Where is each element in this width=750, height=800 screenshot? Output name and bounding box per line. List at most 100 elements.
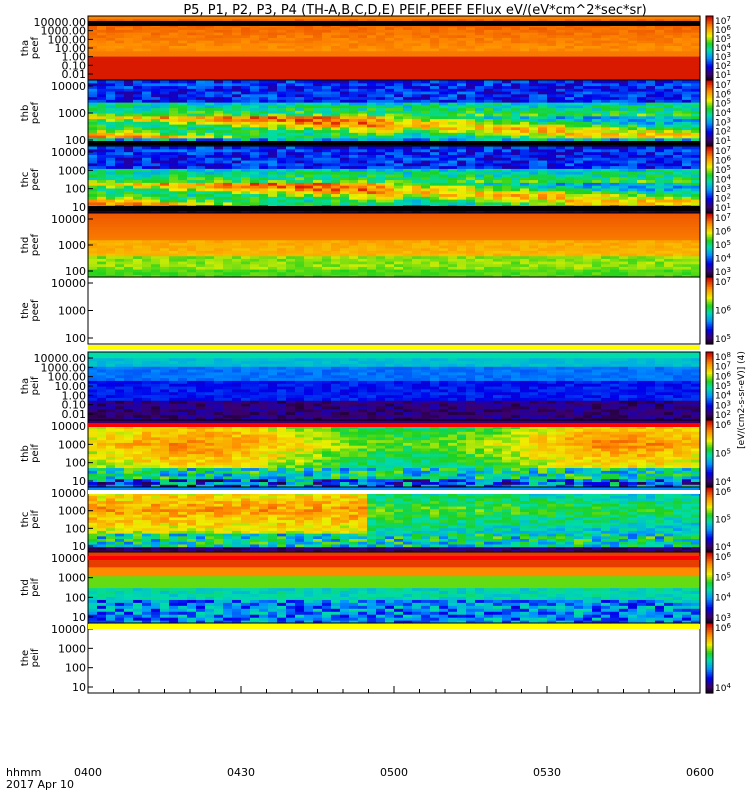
heatmap-cell — [412, 129, 422, 133]
heatmap-cell — [385, 53, 395, 57]
heatmap-cell — [232, 16, 242, 20]
heatmap-cell — [160, 42, 170, 46]
heatmap-cell — [367, 132, 377, 136]
heatmap-cell — [304, 69, 314, 73]
heatmap-cell — [367, 66, 377, 70]
heatmap-cell — [151, 102, 161, 106]
heatmap-cell — [367, 37, 377, 41]
heatmap-cell — [205, 58, 215, 62]
y-tick-label: 0.01 — [62, 68, 87, 81]
heatmap-cell — [619, 72, 629, 76]
heatmap-cell — [106, 58, 116, 62]
heatmap-cell — [430, 26, 440, 30]
heatmap-cell — [142, 91, 152, 95]
heatmap-cell — [682, 16, 692, 20]
heatmap-cell — [196, 45, 206, 49]
heatmap-cell — [250, 42, 260, 46]
heatmap-cell — [547, 53, 557, 57]
heatmap-cell — [259, 34, 269, 38]
heatmap-cell — [682, 74, 692, 78]
heatmap-cell — [484, 48, 494, 52]
heatmap-cell — [286, 137, 296, 142]
heatmap-cell — [592, 66, 602, 70]
heatmap-cell — [214, 126, 224, 131]
heatmap-cell — [187, 115, 197, 120]
heatmap-cell — [340, 50, 350, 54]
heatmap-cell — [637, 50, 647, 54]
heatmap-cell — [124, 56, 134, 60]
heatmap-cell — [403, 129, 413, 133]
heatmap-cell — [403, 146, 413, 150]
heatmap-cell — [376, 64, 386, 68]
heatmap-cell — [133, 88, 143, 92]
heatmap-cell — [304, 32, 314, 36]
heatmap-cell — [430, 72, 440, 76]
heatmap-cell — [358, 16, 368, 20]
heatmap-cell — [277, 115, 287, 120]
heatmap-cell — [340, 32, 350, 36]
heatmap-cell — [259, 115, 269, 120]
heatmap-cell — [331, 40, 341, 44]
heatmap-cell — [583, 29, 593, 33]
heatmap-cell — [151, 16, 161, 20]
heatmap-cell — [394, 93, 404, 98]
heatmap-cell — [214, 61, 224, 65]
heatmap-cell — [232, 74, 242, 78]
heatmap-cell — [664, 26, 674, 30]
colorbar-segment — [706, 62, 713, 65]
heatmap-cell — [160, 61, 170, 65]
heatmap-cell — [142, 37, 152, 41]
heatmap-cell — [475, 74, 485, 78]
heatmap-cell — [331, 146, 341, 150]
colorbar-segment — [706, 25, 713, 28]
colorbar-segment — [706, 30, 713, 33]
heatmap-cell — [196, 50, 206, 54]
heatmap-cell — [457, 32, 467, 36]
heatmap-cell — [313, 50, 323, 54]
heatmap-cell — [214, 32, 224, 36]
heatmap-cell — [268, 104, 278, 109]
heatmap-cell — [106, 45, 116, 49]
heatmap-cell — [475, 26, 485, 30]
heatmap-cell — [520, 72, 530, 76]
heatmap-cell — [133, 40, 143, 44]
heatmap-cell — [349, 121, 359, 125]
heatmap-cell — [655, 32, 665, 36]
heatmap-cell — [88, 137, 98, 142]
heatmap-cell — [277, 40, 287, 44]
heatmap-cell — [277, 102, 287, 106]
heatmap-cell — [412, 85, 422, 89]
heatmap-cell — [376, 91, 386, 95]
heatmap-cell — [376, 37, 386, 41]
heatmap-cell — [565, 37, 575, 41]
heatmap-cell — [97, 29, 107, 33]
heatmap-cell — [403, 61, 413, 65]
heatmap-cell — [655, 69, 665, 73]
heatmap-cell — [124, 72, 134, 76]
heatmap-cell — [592, 16, 602, 20]
heatmap-cell — [88, 93, 98, 98]
heatmap-cell — [385, 29, 395, 33]
heatmap-cell — [340, 69, 350, 73]
heatmap-cell — [601, 146, 611, 150]
heatmap-cell — [115, 64, 125, 68]
heatmap-cell — [268, 82, 278, 87]
heatmap-cell — [475, 66, 485, 70]
heatmap-cell — [637, 32, 647, 36]
heatmap-cell — [691, 40, 701, 44]
heatmap-cell — [547, 61, 557, 65]
heatmap-cell — [520, 18, 530, 22]
heatmap-cell — [124, 48, 134, 52]
heatmap-cell — [133, 16, 143, 20]
heatmap-cell — [340, 34, 350, 38]
heatmap-cell — [214, 124, 224, 128]
heatmap-cell — [169, 124, 179, 128]
heatmap-cell — [574, 64, 584, 68]
heatmap-cell — [295, 45, 305, 49]
heatmap-cell — [196, 88, 206, 92]
heatmap-cell — [133, 56, 143, 60]
heatmap-cell — [313, 96, 323, 100]
heatmap-cell — [187, 91, 197, 95]
heatmap-cell — [133, 118, 143, 122]
heatmap-cell — [403, 18, 413, 22]
